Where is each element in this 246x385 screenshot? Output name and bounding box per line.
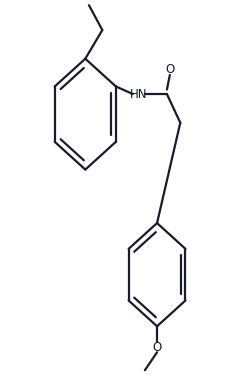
Text: O: O [165,63,174,76]
Text: O: O [153,341,162,354]
Text: HN: HN [130,87,148,100]
